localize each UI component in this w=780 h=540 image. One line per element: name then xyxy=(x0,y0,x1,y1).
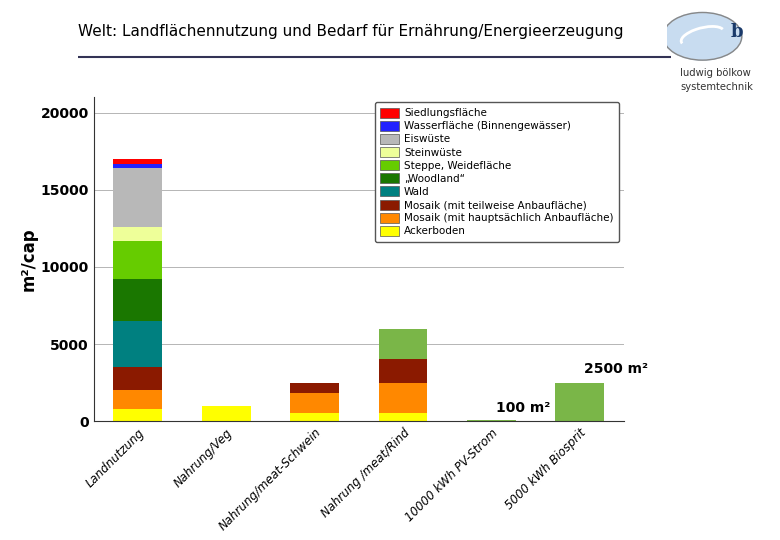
Bar xyxy=(113,168,162,227)
Bar xyxy=(290,394,339,414)
Text: 100 m²: 100 m² xyxy=(496,401,550,415)
Legend: Siedlungsfläche, Wasserfläche (Binnengewässer), Eiswüste, Steinwüste, Steppe, We: Siedlungsfläche, Wasserfläche (Binnengew… xyxy=(375,103,619,242)
Bar xyxy=(378,414,427,421)
Text: 2500 m²: 2500 m² xyxy=(584,362,648,376)
Bar xyxy=(555,383,604,421)
Bar xyxy=(113,164,162,168)
Circle shape xyxy=(663,12,742,60)
Bar xyxy=(113,321,162,367)
Bar xyxy=(113,159,162,164)
Text: Welt: Landflächennutzung und Bedarf für Ernährung/Energieerzeugung: Welt: Landflächennutzung und Bedarf für … xyxy=(78,24,623,39)
Bar xyxy=(113,367,162,390)
Bar xyxy=(378,360,427,383)
Bar xyxy=(113,241,162,279)
Y-axis label: m²/cap: m²/cap xyxy=(20,227,37,291)
Text: ludwig bölkow
systemtechnik: ludwig bölkow systemtechnik xyxy=(680,68,753,91)
Bar xyxy=(467,420,516,421)
Bar xyxy=(290,414,339,421)
Bar xyxy=(113,409,162,421)
Bar xyxy=(113,279,162,321)
Bar xyxy=(290,383,339,394)
Bar xyxy=(202,406,250,421)
Bar xyxy=(378,329,427,360)
Text: b: b xyxy=(731,23,743,42)
Bar xyxy=(113,227,162,241)
Bar xyxy=(113,390,162,409)
Bar xyxy=(378,383,427,414)
